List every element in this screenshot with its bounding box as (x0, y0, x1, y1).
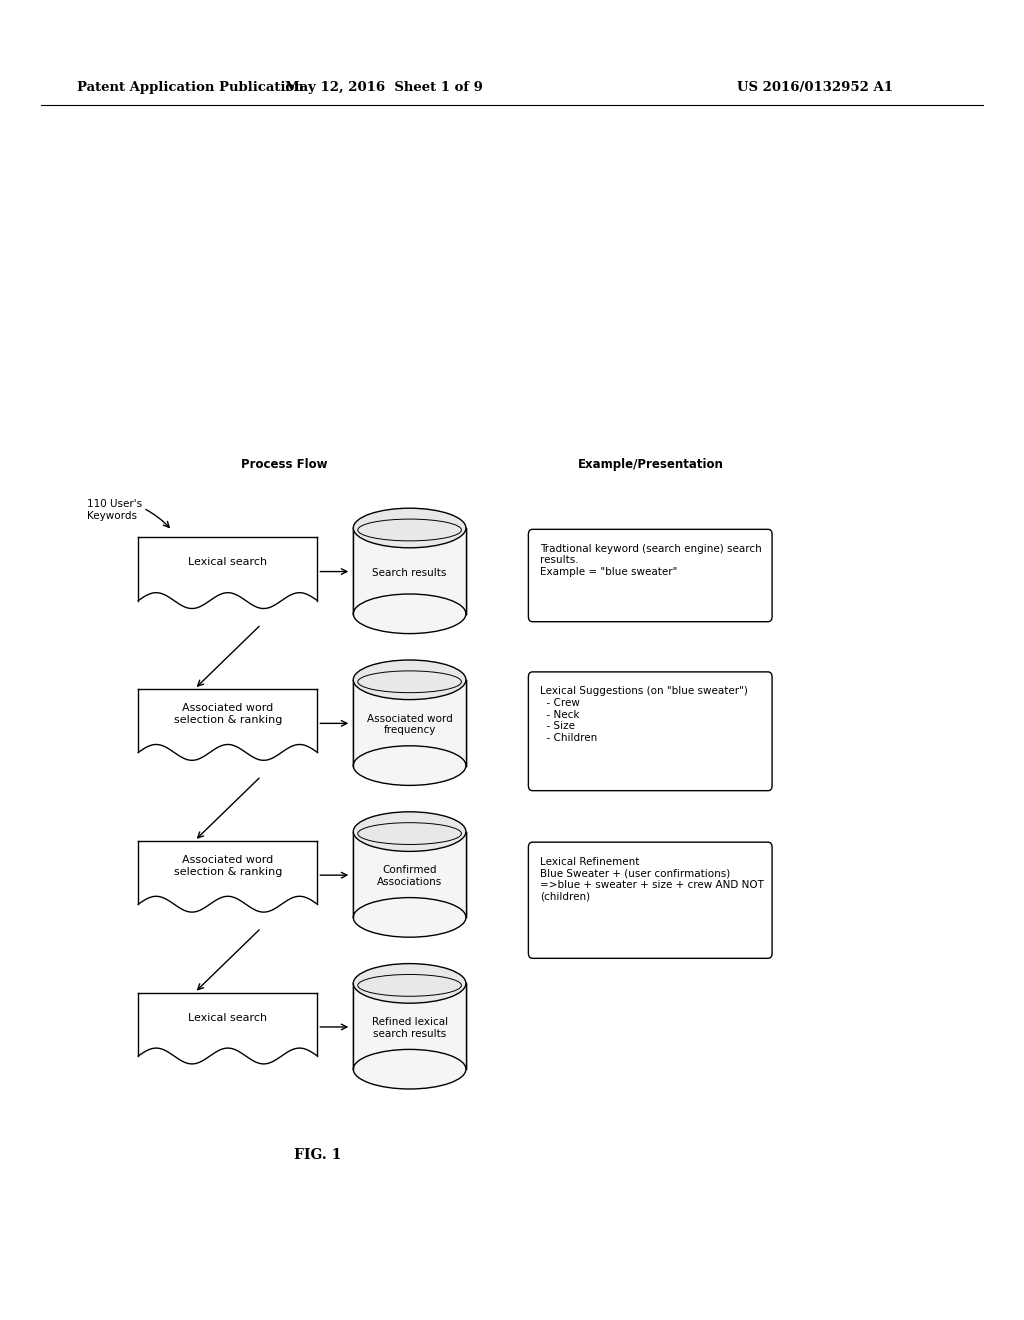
Text: Lexical search: Lexical search (188, 1012, 267, 1023)
Ellipse shape (353, 898, 466, 937)
Text: 110 User's
Keywords: 110 User's Keywords (87, 499, 142, 520)
Text: Lexical search: Lexical search (188, 557, 267, 568)
Text: Search results: Search results (373, 568, 446, 578)
Text: US 2016/0132952 A1: US 2016/0132952 A1 (737, 82, 893, 95)
Text: Associated word
selection & ranking: Associated word selection & ranking (174, 855, 282, 876)
Ellipse shape (353, 964, 466, 1003)
Polygon shape (353, 528, 466, 614)
Text: Refined lexical
search results: Refined lexical search results (372, 1018, 447, 1039)
Text: Associated word
frequency: Associated word frequency (367, 714, 453, 735)
Text: Tradtional keyword (search engine) search
results.
Example = "blue sweater": Tradtional keyword (search engine) searc… (540, 544, 762, 577)
FancyBboxPatch shape (528, 672, 772, 791)
Polygon shape (353, 680, 466, 766)
Text: May 12, 2016  Sheet 1 of 9: May 12, 2016 Sheet 1 of 9 (285, 82, 483, 95)
FancyBboxPatch shape (528, 529, 772, 622)
Text: Lexical Refinement
Blue Sweater + (user confirmations)
=>blue + sweater + size +: Lexical Refinement Blue Sweater + (user … (540, 857, 764, 902)
Ellipse shape (353, 1049, 466, 1089)
Ellipse shape (353, 812, 466, 851)
Ellipse shape (353, 508, 466, 548)
Text: Patent Application Publication: Patent Application Publication (77, 82, 303, 95)
Text: Associated word
selection & ranking: Associated word selection & ranking (174, 704, 282, 725)
Polygon shape (353, 983, 466, 1069)
Polygon shape (353, 832, 466, 917)
Text: Process Flow: Process Flow (242, 458, 328, 471)
FancyBboxPatch shape (528, 842, 772, 958)
Ellipse shape (353, 746, 466, 785)
Text: Confirmed
Associations: Confirmed Associations (377, 866, 442, 887)
Ellipse shape (353, 594, 466, 634)
Text: Lexical Suggestions (on "blue sweater")
  - Crew
  - Neck
  - Size
  - Children: Lexical Suggestions (on "blue sweater") … (540, 686, 748, 743)
Ellipse shape (353, 660, 466, 700)
Text: Example/Presentation: Example/Presentation (579, 458, 724, 471)
Text: FIG. 1: FIG. 1 (294, 1148, 341, 1162)
